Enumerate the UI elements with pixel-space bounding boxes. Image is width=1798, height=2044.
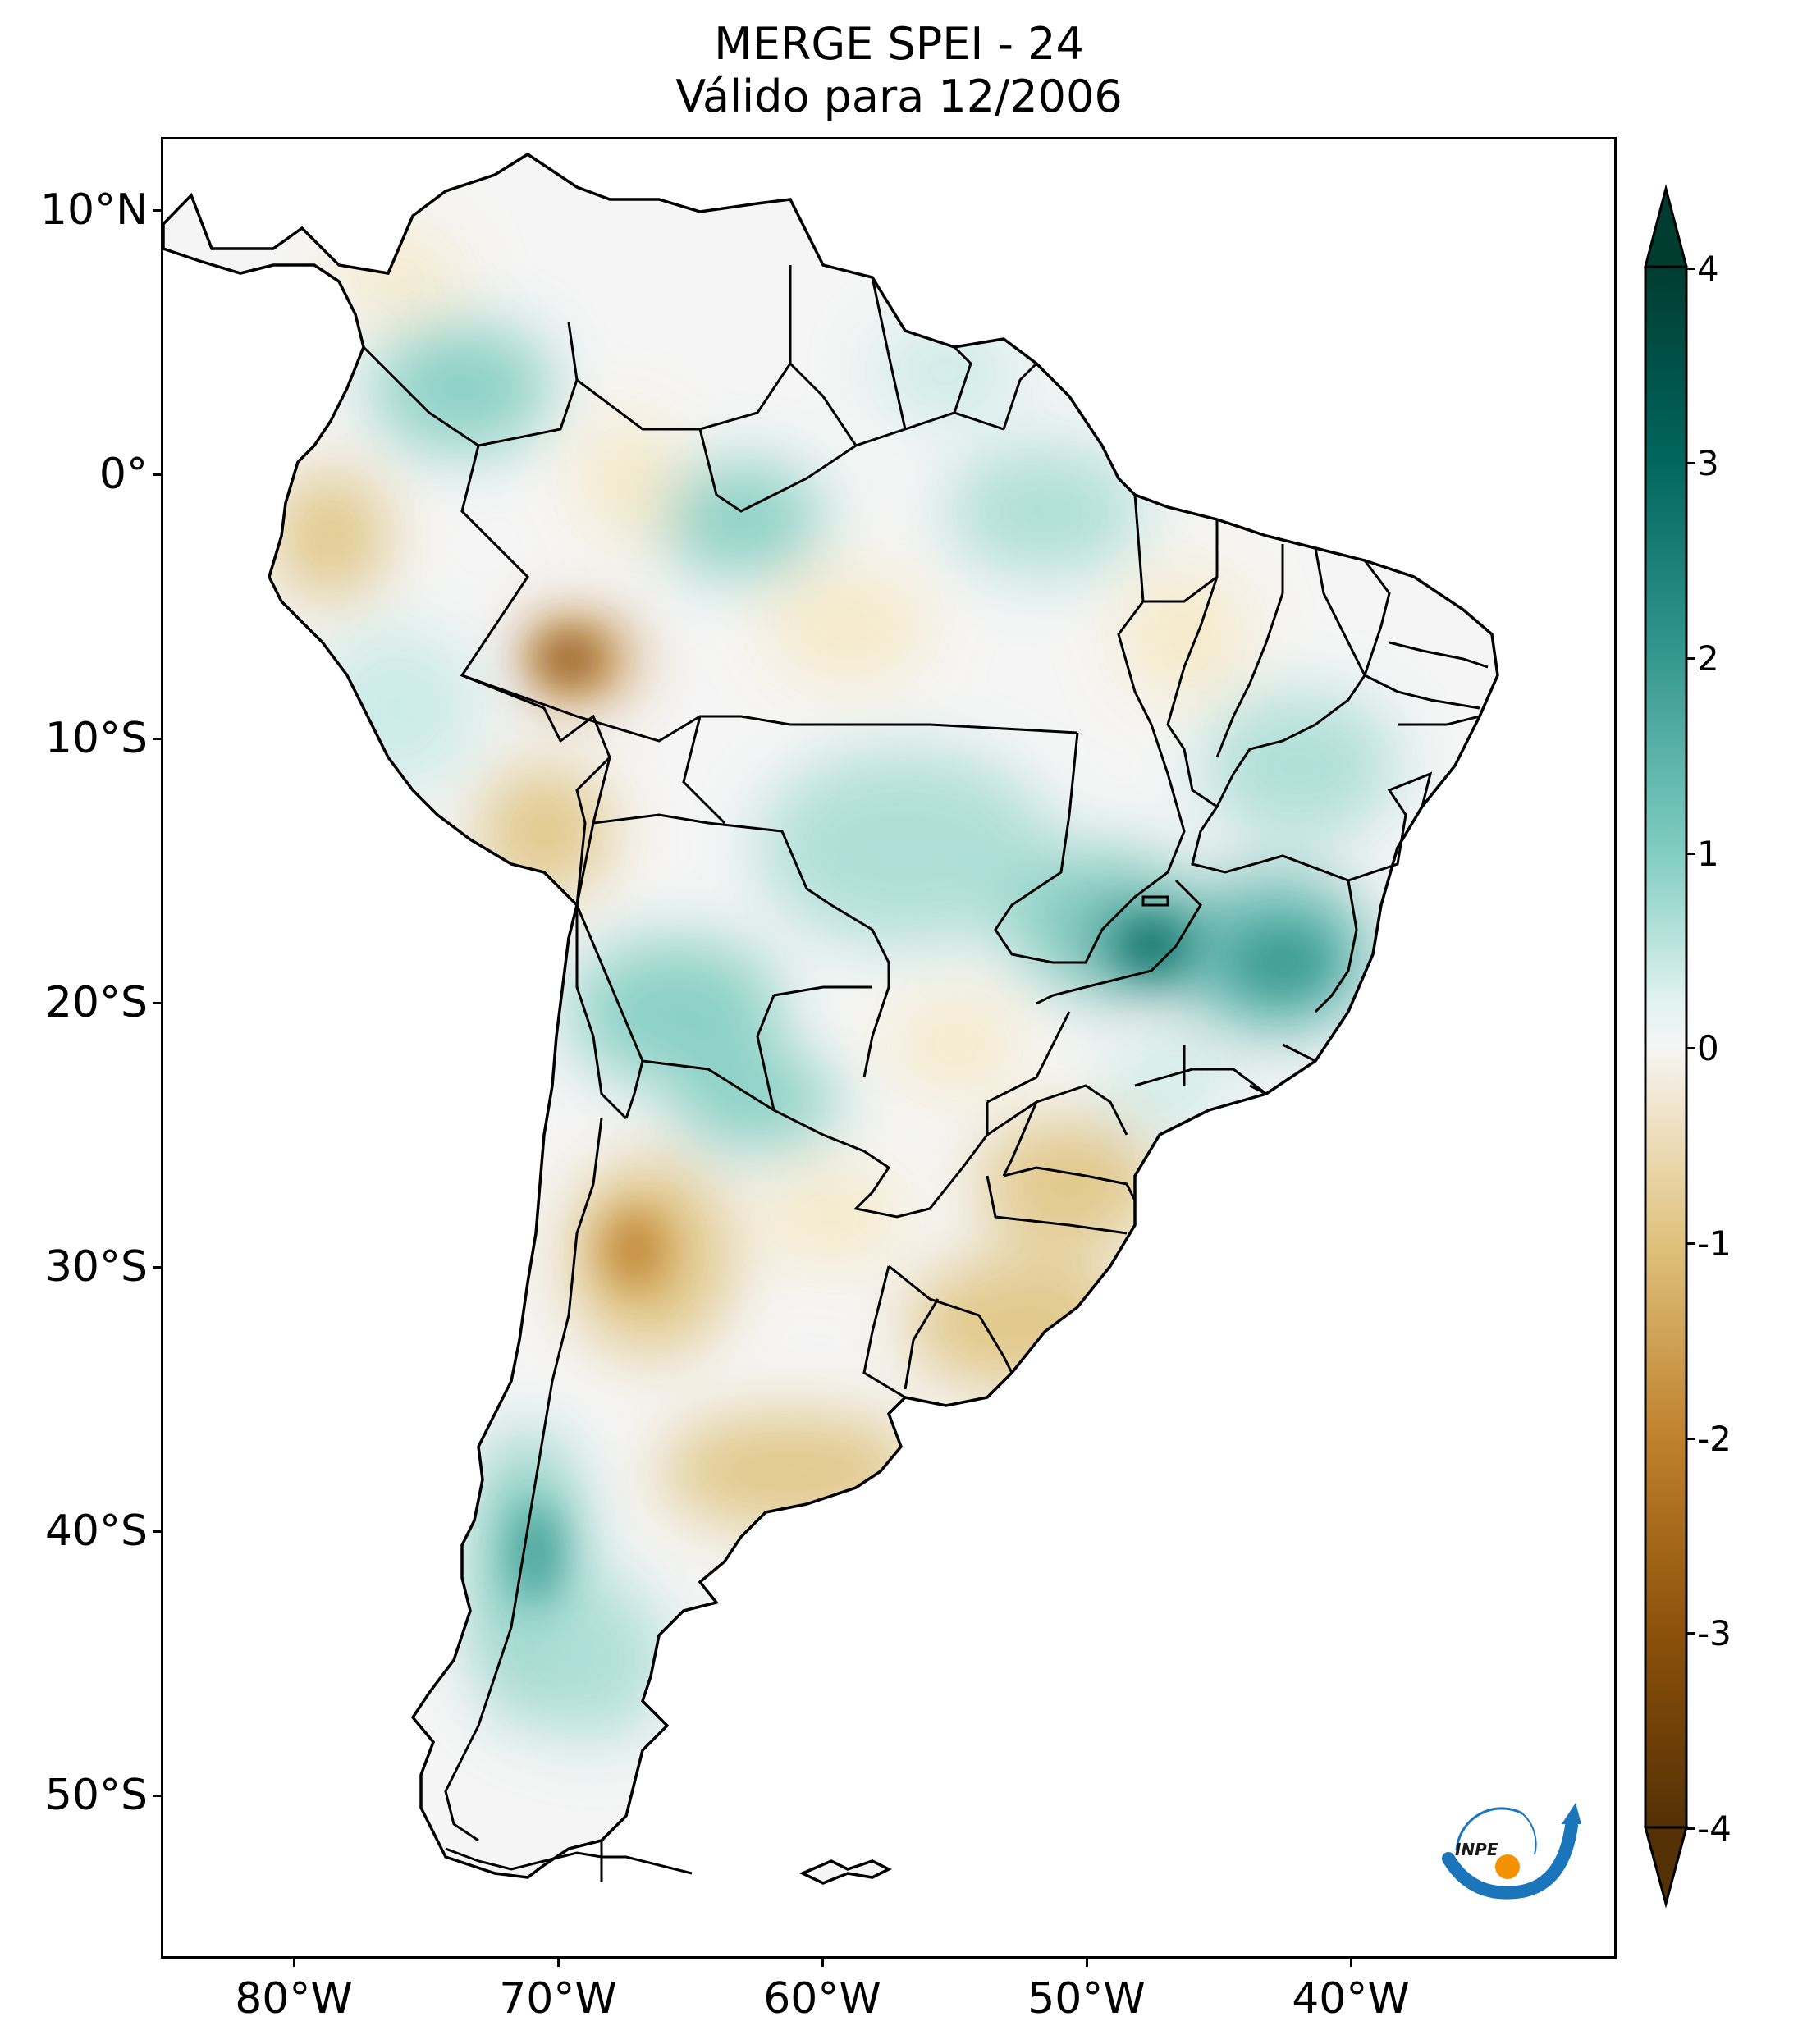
lat-label-0: 0° [98, 450, 148, 499]
colorbar-tick [1687, 462, 1695, 464]
spei-field [273, 232, 1398, 1742]
inpe-logo: INPE [1442, 1803, 1581, 1900]
lat-tick [153, 1795, 161, 1797]
colorbar-label-m2: -2 [1697, 1419, 1732, 1459]
colorbar-label-3: 3 [1697, 443, 1719, 483]
colorbar-label-m4: -4 [1697, 1809, 1732, 1849]
lat-tick [153, 473, 161, 476]
lon-tick [293, 1959, 295, 1967]
colorbar-tick [1687, 1632, 1695, 1635]
lat-label-40s: 40°S [44, 1507, 148, 1556]
colorbar-label-1: 1 [1697, 834, 1719, 874]
map-panel[interactable] [161, 137, 1617, 1959]
lat-tick [153, 1266, 161, 1269]
colorbar-label-2: 2 [1697, 638, 1719, 679]
colorbar-max-extend [1644, 184, 1688, 268]
inpe-logo-text: INPE [1455, 1840, 1498, 1859]
colorbar-tick [1687, 1047, 1695, 1049]
lat-tick [153, 738, 161, 740]
south-america-spei-map [163, 153, 1499, 1885]
lon-label-40w: 40°W [1292, 1974, 1410, 2023]
lat-label-50s: 50°S [44, 1771, 148, 1820]
lon-tick [821, 1959, 824, 1967]
borders [362, 265, 1489, 1882]
colorbar-tick [1687, 1242, 1695, 1245]
lat-label-10s: 10°S [44, 714, 148, 763]
colorbar [1644, 184, 1688, 1909]
lon-tick [557, 1959, 560, 1967]
colorbar-tick [1687, 657, 1695, 660]
colorbar-tick [1687, 853, 1695, 855]
lon-label-80w: 80°W [235, 1974, 353, 2023]
colorbar-label-0: 0 [1697, 1028, 1719, 1068]
lon-label-70w: 70°W [499, 1974, 617, 2023]
colorbar-tick [1687, 1438, 1695, 1440]
lat-label-30s: 30°S [44, 1242, 148, 1292]
map-subtitle: Válido para 12/2006 [675, 71, 1123, 122]
lat-tick [153, 209, 161, 212]
lat-label-10n: 10°N [39, 185, 148, 235]
colorbar-gradient [1644, 265, 1688, 1829]
lon-label-60w: 60°W [763, 1974, 881, 2023]
lat-label-20s: 20°S [44, 978, 148, 1027]
lon-tick [1350, 1959, 1352, 1967]
colorbar-label-m3: -3 [1697, 1613, 1732, 1653]
lat-tick [153, 1002, 161, 1004]
colorbar-min-extend [1644, 1826, 1688, 1909]
lon-tick [1086, 1959, 1088, 1967]
colorbar-label-4: 4 [1697, 249, 1719, 289]
map-title: MERGE SPEI - 24 [714, 18, 1084, 70]
lat-tick [153, 1530, 161, 1533]
lon-label-50w: 50°W [1027, 1974, 1146, 2023]
colorbar-label-m1: -1 [1697, 1223, 1732, 1264]
colorbar-tick [1687, 268, 1695, 270]
colorbar-tick [1687, 1827, 1695, 1830]
